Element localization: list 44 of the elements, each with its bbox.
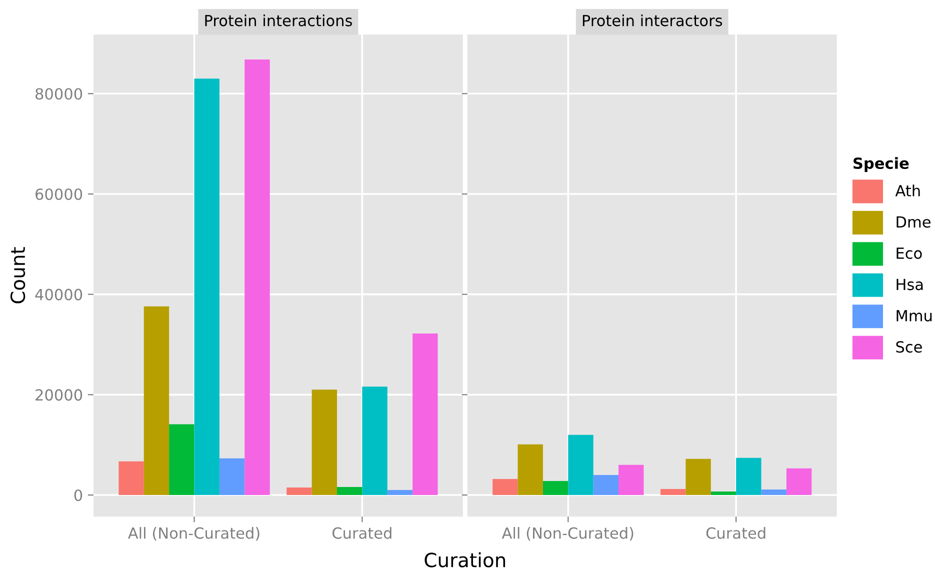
bar <box>337 487 362 496</box>
bar <box>118 461 144 496</box>
legend-label: Ath <box>895 184 920 196</box>
bar <box>618 464 644 496</box>
legend-title: Specie <box>854 157 909 172</box>
y-tick-label: 40000 <box>35 288 82 300</box>
legend-label: Mmu <box>896 310 932 322</box>
bar <box>686 458 711 496</box>
legend-label: Eco <box>896 248 922 259</box>
x-tick-label: Curated <box>706 527 766 539</box>
x-axis-title: Curation <box>424 552 506 568</box>
bar <box>542 480 568 496</box>
bar <box>312 390 337 496</box>
chart-title: Protein interactors <box>582 14 722 26</box>
bar <box>286 488 312 496</box>
bar <box>568 434 594 496</box>
x-tick-label: Curated <box>332 527 392 539</box>
bar <box>169 424 194 496</box>
x-tick-label: All (Non-Curated) <box>128 527 260 541</box>
bar <box>244 60 270 496</box>
y-tick-label: 60000 <box>36 188 82 200</box>
y-tick-label: 0 <box>74 489 82 502</box>
legend-label: Sce <box>896 341 922 353</box>
y-axis-title: Count <box>10 247 26 304</box>
bar <box>518 444 543 496</box>
bar <box>387 490 413 496</box>
bar <box>710 492 736 496</box>
bar <box>412 333 438 496</box>
bar <box>492 478 518 496</box>
y-tick-label: 20000 <box>36 389 82 401</box>
bar <box>362 386 388 496</box>
bar <box>736 458 762 496</box>
x-tick-label: All (Non-Curated) <box>502 527 634 541</box>
bar <box>219 458 245 496</box>
bar <box>660 489 686 496</box>
bar <box>593 474 619 496</box>
chart-title: Protein interactions <box>205 14 352 26</box>
bar <box>761 490 786 496</box>
y-tick-label: 80000 <box>36 88 82 100</box>
bar <box>194 78 220 496</box>
legend-label: Dme <box>896 216 930 228</box>
bar <box>786 468 812 496</box>
bar <box>144 306 170 496</box>
legend-label: Hsa <box>896 278 923 290</box>
